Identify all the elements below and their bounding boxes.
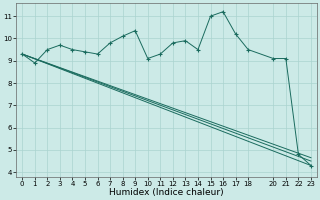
X-axis label: Humidex (Indice chaleur): Humidex (Indice chaleur) xyxy=(109,188,224,197)
